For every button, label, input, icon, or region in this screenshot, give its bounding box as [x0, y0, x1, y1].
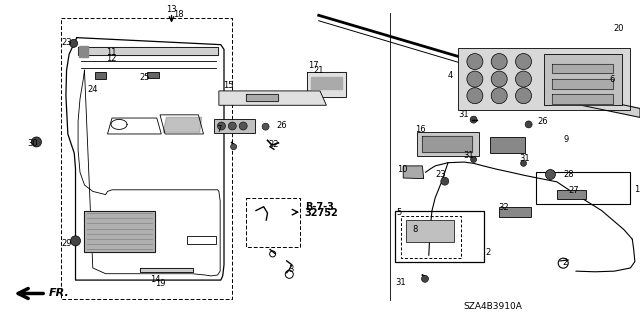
Text: 5: 5 — [397, 208, 402, 217]
Text: 8: 8 — [413, 225, 418, 234]
Circle shape — [516, 54, 531, 70]
Text: 31: 31 — [458, 110, 469, 119]
Circle shape — [422, 275, 428, 282]
Text: 3: 3 — [288, 265, 293, 274]
Polygon shape — [499, 207, 531, 217]
Text: 30: 30 — [27, 139, 38, 148]
Text: 19: 19 — [156, 279, 166, 288]
Text: 32752: 32752 — [305, 208, 339, 218]
Polygon shape — [406, 220, 454, 242]
Text: 14: 14 — [150, 275, 161, 284]
Text: 20: 20 — [613, 24, 623, 33]
Text: 4: 4 — [448, 71, 453, 80]
Polygon shape — [422, 136, 472, 152]
Circle shape — [470, 116, 477, 123]
Polygon shape — [458, 48, 630, 110]
Text: 26: 26 — [276, 121, 287, 130]
Text: 31: 31 — [395, 278, 406, 287]
Circle shape — [545, 169, 556, 180]
Text: 10: 10 — [397, 165, 407, 174]
Text: 31: 31 — [520, 154, 531, 163]
Circle shape — [441, 177, 449, 185]
Polygon shape — [417, 132, 479, 156]
Text: 2: 2 — [485, 249, 490, 257]
Text: 32: 32 — [498, 204, 509, 212]
Text: 23: 23 — [435, 170, 446, 179]
Polygon shape — [557, 190, 586, 199]
Text: B-7-3: B-7-3 — [305, 202, 333, 212]
Text: 29: 29 — [61, 239, 72, 248]
Text: 1: 1 — [634, 185, 639, 194]
Text: 7: 7 — [216, 125, 221, 134]
Polygon shape — [84, 211, 155, 252]
Circle shape — [525, 121, 532, 128]
Circle shape — [470, 157, 477, 162]
Text: 15: 15 — [223, 81, 233, 90]
Polygon shape — [78, 47, 218, 55]
Text: 22: 22 — [269, 140, 279, 149]
Circle shape — [467, 54, 483, 70]
Circle shape — [492, 88, 508, 104]
Polygon shape — [219, 91, 326, 105]
Text: 31: 31 — [463, 151, 474, 160]
Circle shape — [228, 122, 236, 130]
Circle shape — [230, 144, 237, 150]
Text: 6: 6 — [609, 75, 614, 84]
Text: 25: 25 — [140, 73, 150, 82]
Polygon shape — [403, 166, 424, 179]
Text: 18: 18 — [173, 10, 184, 19]
Text: 28: 28 — [563, 170, 574, 179]
Circle shape — [262, 123, 269, 130]
Polygon shape — [490, 137, 525, 153]
Polygon shape — [307, 72, 346, 97]
Polygon shape — [163, 117, 202, 132]
Text: 21: 21 — [314, 66, 324, 75]
Circle shape — [70, 39, 77, 48]
Text: 27: 27 — [568, 186, 579, 195]
Circle shape — [520, 160, 527, 166]
Circle shape — [492, 71, 508, 87]
Circle shape — [516, 88, 531, 104]
Text: 12: 12 — [106, 54, 116, 63]
Circle shape — [31, 137, 42, 147]
Circle shape — [239, 122, 247, 130]
Polygon shape — [246, 94, 278, 101]
Text: 26: 26 — [538, 117, 548, 126]
Circle shape — [467, 71, 483, 87]
Polygon shape — [544, 54, 622, 105]
Circle shape — [467, 88, 483, 104]
Polygon shape — [140, 268, 193, 272]
Circle shape — [218, 122, 225, 130]
Text: 11: 11 — [106, 48, 116, 57]
Text: SZA4B3910A: SZA4B3910A — [463, 302, 522, 311]
Text: 9: 9 — [563, 135, 568, 144]
Text: 16: 16 — [415, 125, 426, 134]
Text: 17: 17 — [308, 61, 319, 70]
Polygon shape — [552, 79, 613, 89]
Polygon shape — [95, 72, 106, 79]
Polygon shape — [214, 119, 255, 133]
Text: 23: 23 — [61, 38, 72, 47]
Text: 2: 2 — [562, 258, 567, 267]
Circle shape — [492, 54, 508, 70]
Circle shape — [516, 71, 531, 87]
Text: 13: 13 — [166, 5, 177, 14]
Polygon shape — [311, 77, 342, 89]
Text: 24: 24 — [87, 85, 97, 94]
Text: FR.: FR. — [49, 288, 69, 299]
Polygon shape — [550, 89, 640, 117]
Polygon shape — [552, 64, 613, 73]
Polygon shape — [147, 72, 159, 78]
Polygon shape — [552, 94, 613, 104]
Polygon shape — [79, 46, 88, 57]
Circle shape — [70, 236, 81, 246]
